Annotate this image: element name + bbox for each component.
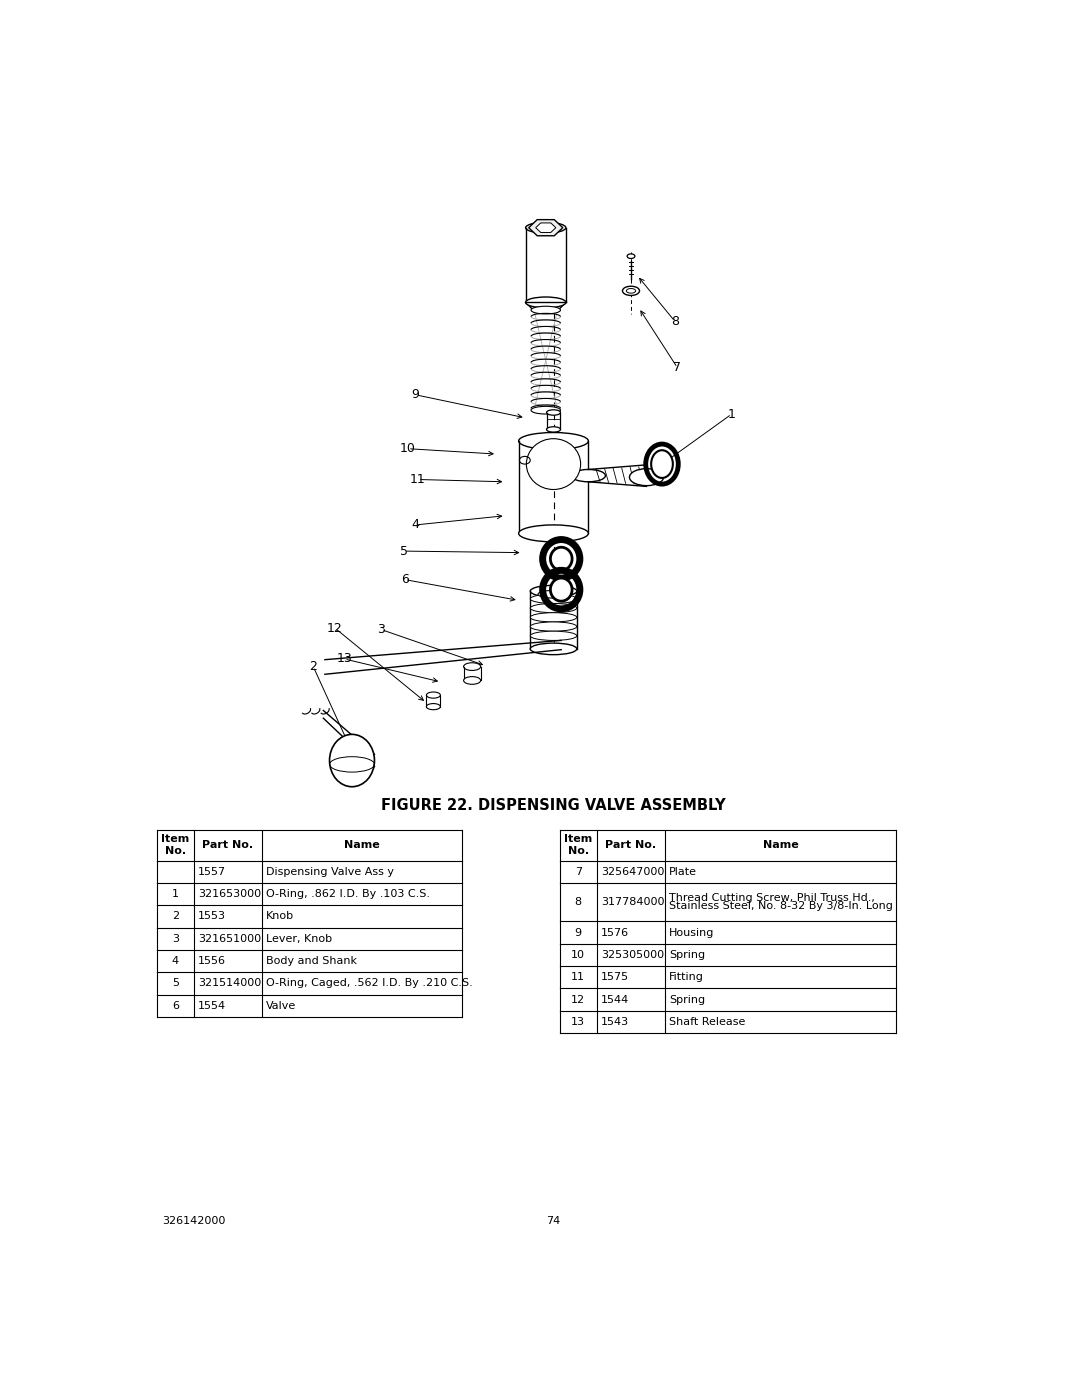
Text: 1: 1 xyxy=(172,888,179,900)
Text: Part No.: Part No. xyxy=(606,840,657,851)
Text: Knob: Knob xyxy=(266,911,294,922)
Text: 321653000: 321653000 xyxy=(198,888,261,900)
Text: Fitting: Fitting xyxy=(669,972,704,982)
Text: 1554: 1554 xyxy=(198,1000,226,1011)
Text: 7: 7 xyxy=(674,362,681,374)
Ellipse shape xyxy=(427,692,441,698)
Text: 8: 8 xyxy=(671,316,679,328)
Ellipse shape xyxy=(546,409,561,415)
Text: Item
No.: Item No. xyxy=(564,834,593,856)
Polygon shape xyxy=(529,219,563,236)
Ellipse shape xyxy=(526,439,581,489)
Text: 10: 10 xyxy=(571,950,585,960)
Ellipse shape xyxy=(530,604,577,613)
Text: 321651000: 321651000 xyxy=(198,933,261,944)
Ellipse shape xyxy=(530,643,577,655)
Ellipse shape xyxy=(463,676,481,685)
Text: 5: 5 xyxy=(400,545,408,557)
Ellipse shape xyxy=(518,525,589,542)
Text: Stainless Steel, No. 8-32 By 3/8-In. Long: Stainless Steel, No. 8-32 By 3/8-In. Lon… xyxy=(669,901,893,911)
Text: 10: 10 xyxy=(400,443,416,455)
Ellipse shape xyxy=(626,289,636,293)
Text: O-Ring, Caged, .562 I.D. By .210 C.S.: O-Ring, Caged, .562 I.D. By .210 C.S. xyxy=(266,978,473,989)
Ellipse shape xyxy=(627,254,635,258)
Ellipse shape xyxy=(531,306,561,314)
Ellipse shape xyxy=(463,662,481,671)
Text: 7: 7 xyxy=(575,866,582,877)
Text: 2: 2 xyxy=(309,661,318,673)
Text: Spring: Spring xyxy=(669,950,705,960)
Text: Item
No.: Item No. xyxy=(161,834,189,856)
Text: 2: 2 xyxy=(172,911,179,922)
Ellipse shape xyxy=(630,469,663,486)
Ellipse shape xyxy=(530,613,577,622)
Text: 325305000: 325305000 xyxy=(600,950,664,960)
Text: 6: 6 xyxy=(401,573,408,587)
Text: 3: 3 xyxy=(378,623,386,636)
Text: FIGURE 22. DISPENSING VALVE ASSEMBLY: FIGURE 22. DISPENSING VALVE ASSEMBLY xyxy=(381,798,726,813)
Polygon shape xyxy=(536,224,556,232)
Text: O-Ring, .862 I.D. By .103 C.S.: O-Ring, .862 I.D. By .103 C.S. xyxy=(266,888,430,900)
Ellipse shape xyxy=(526,222,566,233)
Ellipse shape xyxy=(530,594,577,604)
Text: 5: 5 xyxy=(172,978,179,989)
Text: 9: 9 xyxy=(411,388,419,401)
Text: Shaft Release: Shaft Release xyxy=(669,1017,745,1027)
Text: 1575: 1575 xyxy=(600,972,629,982)
Ellipse shape xyxy=(622,286,639,295)
Text: Name: Name xyxy=(762,840,798,851)
Text: 1544: 1544 xyxy=(600,995,629,1004)
Text: Lever, Knob: Lever, Knob xyxy=(266,933,333,944)
Text: 317784000: 317784000 xyxy=(600,897,664,907)
Ellipse shape xyxy=(530,622,577,631)
Text: Dispensing Valve Ass y: Dispensing Valve Ass y xyxy=(266,866,394,877)
Text: 4: 4 xyxy=(172,956,179,967)
Text: 13: 13 xyxy=(571,1017,585,1027)
Text: 325647000: 325647000 xyxy=(600,866,664,877)
Text: 1543: 1543 xyxy=(600,1017,629,1027)
Text: Part No.: Part No. xyxy=(202,840,254,851)
Text: 12: 12 xyxy=(571,995,585,1004)
Text: 4: 4 xyxy=(411,518,419,531)
Text: 9: 9 xyxy=(575,928,582,937)
Text: 12: 12 xyxy=(327,622,342,634)
Ellipse shape xyxy=(530,631,577,640)
Ellipse shape xyxy=(546,426,561,432)
Text: 1556: 1556 xyxy=(198,956,226,967)
Text: 11: 11 xyxy=(410,474,426,486)
Ellipse shape xyxy=(526,298,566,307)
Ellipse shape xyxy=(551,548,572,570)
Text: 8: 8 xyxy=(575,897,582,907)
Text: Valve: Valve xyxy=(266,1000,296,1011)
Text: Plate: Plate xyxy=(669,866,697,877)
Ellipse shape xyxy=(518,433,589,450)
Text: 326142000: 326142000 xyxy=(162,1215,226,1227)
Ellipse shape xyxy=(329,735,375,787)
Text: Name: Name xyxy=(345,840,380,851)
Ellipse shape xyxy=(531,407,561,414)
Text: 13: 13 xyxy=(336,652,352,665)
Text: 1553: 1553 xyxy=(198,911,226,922)
Text: 321514000: 321514000 xyxy=(198,978,261,989)
Text: 1: 1 xyxy=(728,408,735,420)
Text: Body and Shank: Body and Shank xyxy=(266,956,357,967)
Text: 74: 74 xyxy=(546,1215,561,1227)
Text: 1576: 1576 xyxy=(600,928,629,937)
Ellipse shape xyxy=(530,585,577,597)
Ellipse shape xyxy=(551,578,572,601)
Text: 6: 6 xyxy=(172,1000,179,1011)
Ellipse shape xyxy=(651,450,673,478)
Text: 11: 11 xyxy=(571,972,585,982)
Text: Spring: Spring xyxy=(669,995,705,1004)
Text: Thread Cutting Screw, Phil Truss Hd.,: Thread Cutting Screw, Phil Truss Hd., xyxy=(669,893,875,904)
Text: Housing: Housing xyxy=(669,928,714,937)
Text: 3: 3 xyxy=(172,933,179,944)
Text: 1557: 1557 xyxy=(198,866,226,877)
Ellipse shape xyxy=(571,469,606,482)
Ellipse shape xyxy=(538,591,569,598)
Ellipse shape xyxy=(427,704,441,710)
